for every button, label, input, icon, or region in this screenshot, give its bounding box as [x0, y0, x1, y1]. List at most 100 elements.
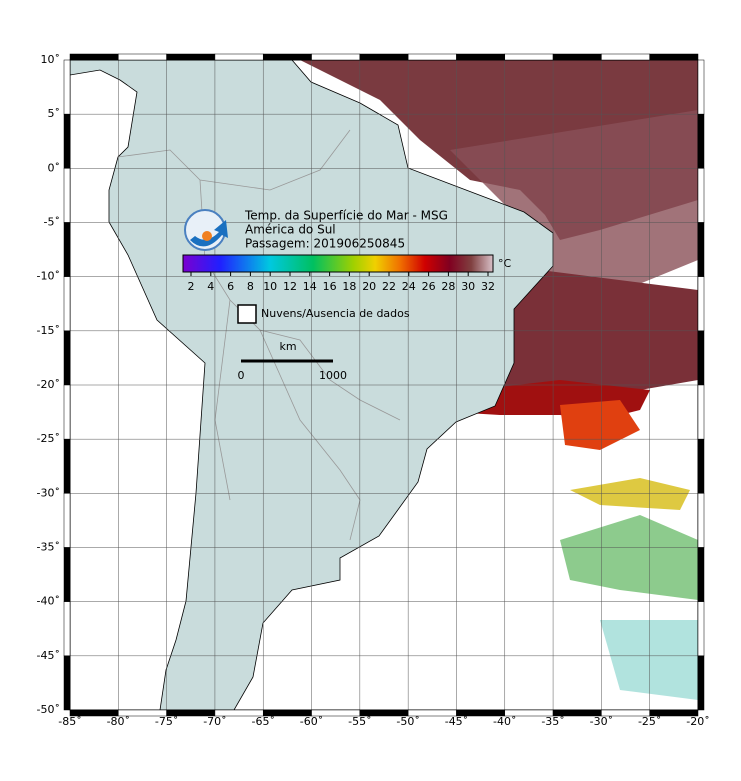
colorbar-tick-label: 20 [362, 280, 376, 293]
colorbar-unit: °C [498, 257, 512, 270]
lon-tick-label: -30˚ [590, 715, 613, 728]
legend-swatch [237, 304, 257, 324]
lat-tick-label: -15˚ [37, 324, 60, 337]
lon-tick-label: -25˚ [638, 715, 661, 728]
border-segment [697, 601, 705, 657]
border-segment [697, 655, 705, 711]
border-segment [697, 222, 705, 277]
lon-tick-label: -80˚ [107, 715, 130, 728]
lon-tick-label: -65˚ [251, 715, 274, 728]
border-segment [63, 601, 71, 657]
border-segment [601, 53, 650, 61]
border-segment [697, 59, 705, 115]
border-segment [63, 59, 71, 115]
border-segment [118, 53, 167, 61]
border-segment [214, 53, 264, 61]
scale-start: 0 [238, 369, 245, 382]
border-segment [262, 53, 312, 61]
border-segment [456, 53, 506, 61]
colorbar-tick-label: 6 [227, 280, 234, 293]
lat-tick-label: 5˚ [48, 107, 61, 120]
border-segment [63, 276, 71, 332]
lat-tick-label: -45˚ [37, 649, 60, 662]
colorbar-tick-label: 32 [481, 280, 495, 293]
lat-tick-label: -20˚ [37, 378, 60, 391]
logo-arrow [190, 220, 228, 247]
colorbar-tick-label: 22 [382, 280, 396, 293]
sst-patch [600, 620, 698, 700]
border-segment [63, 438, 71, 494]
colorbar-tick-label: 12 [283, 280, 297, 293]
lat-tick-label: -25˚ [37, 432, 60, 445]
border-segment [697, 330, 705, 386]
border-segment [504, 53, 554, 61]
lon-tick-label: -60˚ [300, 715, 323, 728]
border-segment [697, 276, 705, 332]
border-segment [63, 493, 71, 548]
colorbar-tick-label: 10 [263, 280, 277, 293]
border-segment [63, 330, 71, 386]
logo-dot [202, 231, 212, 241]
lon-tick-label: -40˚ [493, 715, 516, 728]
border-segment [63, 168, 71, 223]
scale-unit: km [279, 340, 296, 353]
sst-patch [450, 110, 698, 300]
border-segment [359, 53, 409, 61]
lat-tick-label: -5˚ [44, 216, 60, 229]
title: Temp. da Superfície do Mar - MSG [244, 209, 448, 223]
border-segment [552, 53, 602, 61]
border-segment [69, 53, 119, 61]
legend-label: Nuvens/Ausencia de dados [261, 307, 410, 320]
border-segment [63, 547, 71, 602]
border-segment [407, 53, 457, 61]
border-segment [63, 113, 71, 169]
border-segment [697, 547, 705, 602]
colorbar-tick-label: 16 [323, 280, 337, 293]
lat-tick-label: -10˚ [37, 270, 60, 283]
colorbar-tick-label: 4 [207, 280, 214, 293]
tick-labels: -85˚ -80˚ -75˚ -70˚ -65˚ -60˚ -55˚ -50˚ -45˚ -40˚… [37, 53, 710, 728]
lat-tick-label: -30˚ [37, 486, 60, 499]
lat-tick-label: -35˚ [37, 541, 60, 554]
frame-border [63, 53, 705, 717]
border-segment [649, 53, 699, 61]
lon-tick-label: -85˚ [58, 715, 81, 728]
sst-patch [560, 515, 698, 600]
border-segment [697, 384, 705, 440]
border-segment [649, 709, 699, 717]
colorbar-tick-label: 8 [247, 280, 254, 293]
lon-tick-label: -35˚ [541, 715, 564, 728]
sst-patch [570, 478, 690, 510]
scale-end: 1000 [319, 369, 347, 382]
colorbar-tick-label: 30 [461, 280, 475, 293]
border-segment [63, 655, 71, 711]
border-segment [697, 438, 705, 494]
sst-patch [470, 270, 698, 395]
colorbar [182, 254, 494, 273]
sst-patch [560, 400, 640, 450]
lat-tick-label: 0˚ [48, 161, 61, 174]
border-segment [697, 113, 705, 169]
border-segment [311, 53, 361, 61]
lat-tick-label: -50˚ [37, 703, 60, 716]
region: América do Sul [245, 223, 336, 237]
border-segment [697, 493, 705, 548]
lon-tick-label: -45˚ [445, 715, 468, 728]
colorbar-tick-label: 18 [342, 280, 356, 293]
lon-tick-label: -55˚ [348, 715, 371, 728]
border-segment [63, 222, 71, 277]
lat-tick-label: -40˚ [37, 595, 60, 608]
colorbar-tick-label: 14 [303, 280, 317, 293]
lon-tick-label: -50˚ [396, 715, 419, 728]
lon-tick-label: -75˚ [155, 715, 178, 728]
lon-tick-label: -20˚ [686, 715, 709, 728]
colorbar-tick-label: 24 [402, 280, 416, 293]
pass: Passagem: 201906250845 [245, 237, 405, 251]
colorbar-ticks: 2 4 6 8 10 12 14 16 18 20 22 24 26 28 30 32 [188, 272, 495, 293]
border [117, 129, 401, 541]
colorbar-tick-label: 2 [188, 280, 195, 293]
colorbar-tick-label: 26 [422, 280, 436, 293]
lat-tick-label: 10˚ [41, 53, 61, 66]
